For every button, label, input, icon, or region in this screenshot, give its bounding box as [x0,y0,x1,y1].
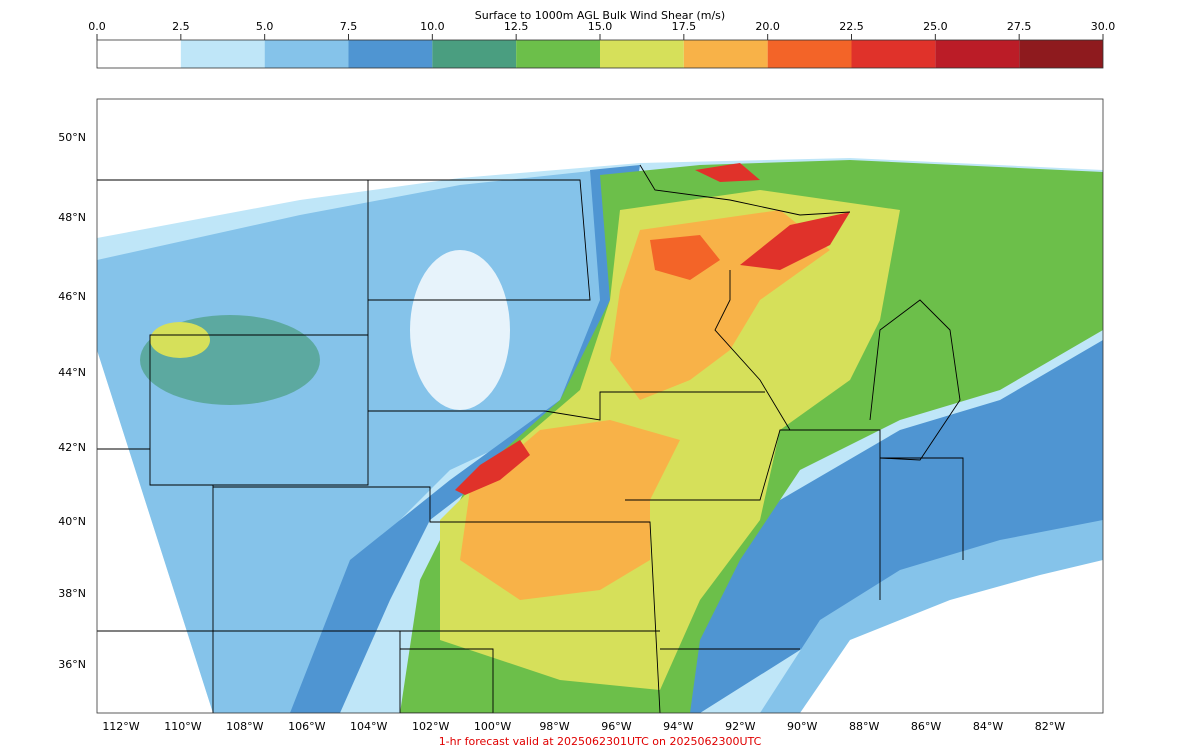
lat-label: 50°N [58,131,86,144]
lon-label: 108°W [226,720,263,733]
colorbar-tick-label: 22.5 [839,20,864,33]
colorbar-bin [1019,40,1103,68]
map-field [97,158,1103,713]
lon-label: 106°W [288,720,325,733]
field-blue-mid [290,165,640,713]
field-red-superior [740,212,850,270]
lat-label: 38°N [58,587,86,600]
lon-label: 104°W [350,720,387,733]
colorbar-bin [432,40,517,68]
colorbar-tick-label: 10.0 [420,20,445,33]
colorbar-tick-label: 15.0 [588,20,613,33]
footer: 1-hr forecast valid at 2025062301UTC on … [439,735,762,748]
lat-labels: 50°N 48°N 46°N 44°N 42°N 40°N 38°N 36°N [58,131,86,671]
colorbar-tick-label: 12.5 [504,20,529,33]
colorbar-bin [851,40,936,68]
lat-label: 40°N [58,515,86,528]
state-borders [97,164,964,713]
colorbar-bin [97,40,181,68]
colorbar-tick-label: 17.5 [672,20,697,33]
colorbar-bin [348,40,433,68]
colorbar-tick-label: 20.0 [755,20,780,33]
colorbar-bin [516,40,600,68]
field-blue-east [650,170,1103,713]
field-red-nebraska [455,440,530,495]
lon-label: 82°W [1035,720,1065,733]
colorbar-bin [767,40,852,68]
lat-label: 36°N [58,658,86,671]
lon-label: 86°W [911,720,941,733]
colorbar-bin [264,40,349,68]
field-white-plains [410,250,510,410]
lon-label: 92°W [725,720,755,733]
colorbar-tick-label: 27.5 [1007,20,1032,33]
field-red-north [650,235,720,280]
map-frame [96,98,1104,714]
lon-label: 112°W [102,720,139,733]
lon-label: 102°W [412,720,449,733]
colorbar-title: Surface to 1000m AGL Bulk Wind Shear (m/… [475,9,725,22]
colorbar-frame [96,39,1104,69]
lon-labels: 112°W 110°W 108°W 106°W 104°W 102°W 100°W 98°W 9… [102,720,1065,733]
lon-label: 100°W [474,720,511,733]
lon-label: 94°W [663,720,693,733]
lon-label: 98°W [539,720,569,733]
colorbar-bin [683,40,768,68]
colorbar-bin [935,40,1020,68]
lon-label: 84°W [973,720,1003,733]
colorbar-tick-label: 5.0 [256,20,274,33]
colorbar-bin [600,40,684,68]
lat-label: 46°N [58,290,86,303]
field-white-se [800,560,1103,713]
lon-label: 96°W [601,720,631,733]
lon-label: 88°W [849,720,879,733]
colorbar-tick-label: 0.0 [88,20,106,33]
lon-label: 110°W [164,720,201,733]
colorbar-tick-label: 30.0 [1091,20,1116,33]
field-yellow-rockies [150,322,210,358]
lat-label: 42°N [58,441,86,454]
field-red-canada [695,163,760,182]
lon-label: 90°W [787,720,817,733]
colorbar-tick-label: 25.0 [923,20,948,33]
lat-label: 44°N [58,366,86,379]
colorbar: 0.0 2.5 5.0 7.5 10.0 12.5 15.0 17.5 20.0 22.5 25.0… [88,20,1115,68]
colorbar-tick-label: 7.5 [340,20,358,33]
lat-label: 48°N [58,211,86,224]
colorbar-bin [180,40,265,68]
colorbar-tick-label: 2.5 [172,20,190,33]
